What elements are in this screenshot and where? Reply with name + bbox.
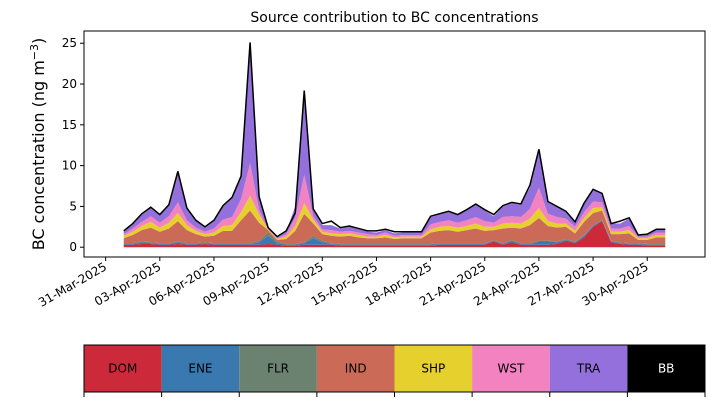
area-ene <box>123 220 666 246</box>
y-tick-label: 25 <box>62 36 77 50</box>
area-dom <box>123 221 666 248</box>
area-ind <box>123 210 666 244</box>
legend-swatch-bb <box>627 345 705 392</box>
legend-label-ene: ENE <box>188 362 212 376</box>
legend-label-dom: DOM <box>108 362 137 376</box>
legend-label-tra: TRA <box>576 362 601 376</box>
legend-swatch-tra <box>549 345 628 392</box>
legend-swatch-dom <box>84 345 162 392</box>
line-bb <box>123 42 666 238</box>
x-axis: 31-Mar-202503-Apr-202506-Apr-202509-Apr-… <box>36 257 651 310</box>
legend-swatch-shp <box>394 345 473 392</box>
plot-frame <box>83 30 706 258</box>
legend-swatch-ind <box>316 345 395 392</box>
y-tick-label: 15 <box>62 118 77 132</box>
y-tick-label: 0 <box>69 240 77 254</box>
legend-label-flr: FLR <box>267 362 289 376</box>
y-axis: 0 5 10 15 20 25 <box>62 36 84 254</box>
area-flr <box>123 219 666 245</box>
legend-swatch-flr <box>239 345 317 392</box>
y-axis-label-close: ) <box>29 38 48 44</box>
total-line <box>123 42 666 238</box>
legend-swatch-wst <box>472 345 550 392</box>
area-wst <box>123 163 666 240</box>
area-tra <box>123 42 666 239</box>
y-tick-label: 20 <box>62 77 77 91</box>
y-axis-label-superscript: −3 <box>28 44 41 60</box>
y-axis-label: BC concentration (ng m−3) <box>28 38 48 251</box>
legend-label-ind: IND <box>345 362 367 376</box>
legend: DOM ENE FLR IND SHP WST TRA BB <box>83 344 706 397</box>
legend-label-shp: SHP <box>421 362 445 376</box>
y-tick-label: 5 <box>69 199 77 213</box>
chart-title: Source contribution to BC concentrations <box>250 10 538 26</box>
y-tick-label: 10 <box>62 159 77 173</box>
legend-swatch-ene <box>161 345 240 392</box>
legend-label-wst: WST <box>498 362 525 376</box>
legend-label-bb: BB <box>658 362 674 376</box>
stacked-areas <box>123 42 666 248</box>
